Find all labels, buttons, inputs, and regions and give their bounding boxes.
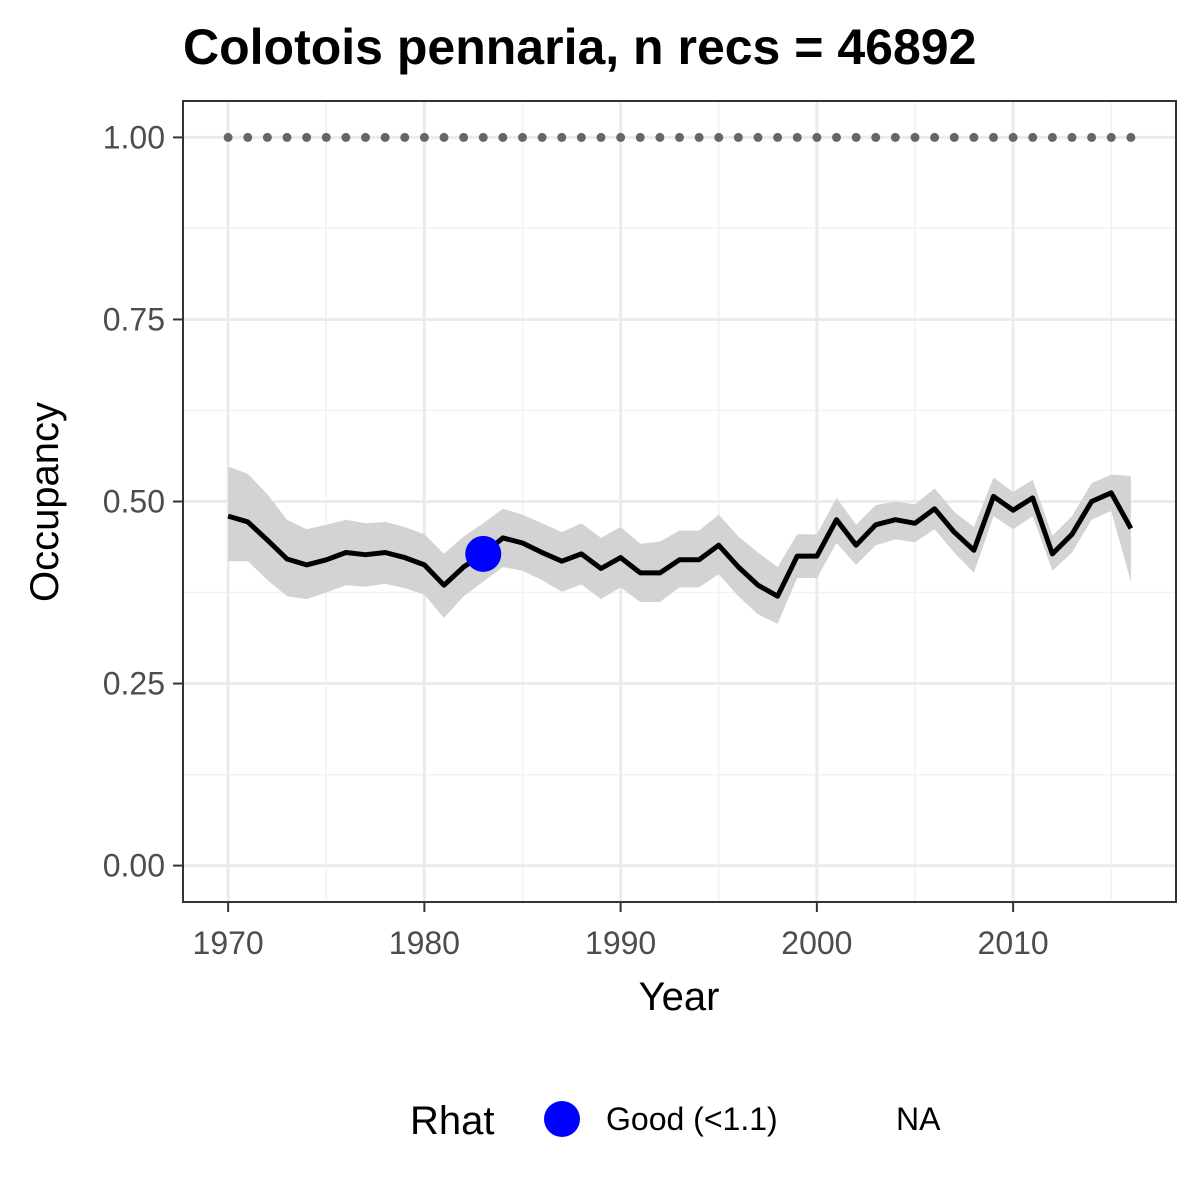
reference-dot [733, 132, 743, 142]
reference-dot [518, 132, 528, 142]
reference-dot [792, 132, 802, 142]
x-tick-label: 1970 [193, 925, 264, 961]
reference-dot [537, 132, 547, 142]
reference-dot [753, 132, 763, 142]
reference-dot [930, 132, 940, 142]
reference-dot [635, 132, 645, 142]
reference-dot [1047, 132, 1057, 142]
x-tick-label: 1990 [585, 925, 656, 961]
x-axis: 1970 1980 1990 2000 2010 [193, 902, 1049, 961]
reference-dot [380, 132, 390, 142]
reference-dot [812, 132, 822, 142]
reference-dot [890, 132, 900, 142]
reference-dot [988, 132, 998, 142]
y-tick-label: 0.75 [103, 301, 165, 337]
reference-dot [831, 132, 841, 142]
reference-dot [243, 132, 253, 142]
reference-dot [969, 132, 979, 142]
reference-dot [223, 132, 233, 142]
reference-dot [321, 132, 331, 142]
reference-dot [714, 132, 724, 142]
reference-dot [302, 132, 312, 142]
rhat-points-layer [465, 535, 502, 572]
y-tick-label: 1.00 [103, 119, 165, 155]
legend-key-good [544, 1101, 580, 1137]
x-tick-label: 2010 [978, 925, 1049, 961]
reference-dot [655, 132, 665, 142]
legend-label-good: Good (<1.1) [606, 1101, 778, 1137]
reference-dot [694, 132, 704, 142]
reference-dot [282, 132, 292, 142]
y-axis-title: Occupancy [23, 402, 67, 602]
reference-dot [1028, 132, 1038, 142]
reference-dot [773, 132, 783, 142]
reference-dot [341, 132, 351, 142]
x-tick-label: 2000 [781, 925, 852, 961]
reference-dot [675, 132, 684, 142]
reference-dot [262, 132, 272, 142]
legend-title: Rhat [410, 1099, 495, 1143]
confidence-ribbon-layer [228, 466, 1131, 624]
reference-dot [871, 132, 881, 142]
reference-dot [557, 132, 567, 142]
reference-dot [439, 132, 449, 142]
reference-dot [1126, 132, 1136, 142]
reference-dot [910, 132, 920, 142]
reference-dot [419, 132, 429, 142]
reference-dot [576, 132, 586, 142]
rhat-point [465, 535, 502, 572]
x-tick-label: 1980 [389, 925, 460, 961]
reference-dot [1087, 132, 1097, 142]
reference-dot [498, 132, 508, 142]
reference-dots-layer [223, 132, 1136, 142]
reference-dot [1067, 132, 1077, 142]
y-tick-label: 0.25 [103, 666, 165, 702]
reference-dot [1008, 132, 1018, 142]
legend-label-na: NA [896, 1101, 941, 1137]
reference-dot [400, 132, 410, 142]
y-tick-label: 0.00 [103, 848, 165, 884]
y-tick-label: 0.50 [103, 484, 165, 520]
reference-dot [949, 132, 959, 142]
legend: Rhat Good (<1.1) NA [410, 1099, 941, 1143]
occupancy-line-layer [227, 490, 1134, 599]
chart-title: Colotois pennaria, n recs = 46892 [183, 19, 976, 75]
reference-dot [459, 132, 469, 142]
reference-dot [616, 132, 626, 142]
reference-dot [1106, 132, 1116, 142]
reference-dot [478, 132, 488, 142]
occupancy-line [227, 490, 1134, 599]
x-axis-title: Year [639, 975, 720, 1019]
y-axis: 0.00 0.25 0.50 0.75 1.00 [103, 119, 183, 884]
reference-dot [851, 132, 861, 142]
reference-dot [361, 132, 371, 142]
reference-dot [596, 132, 606, 142]
confidence-ribbon [228, 466, 1131, 624]
